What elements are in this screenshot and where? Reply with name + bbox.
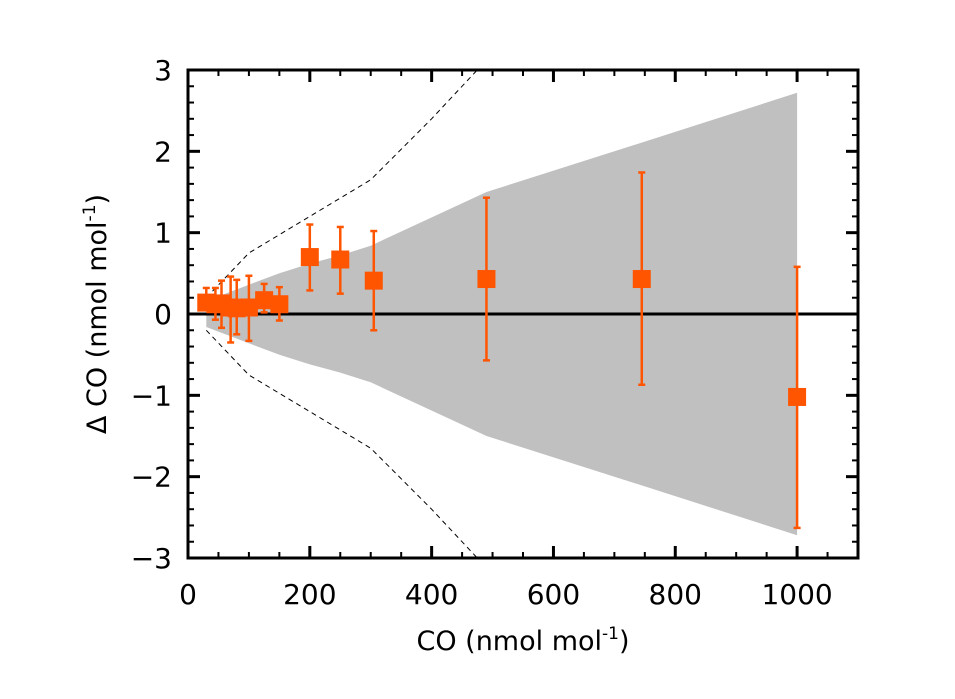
y-tick-label: −3 (131, 542, 172, 575)
y-axis-title: Δ CO (nmol mol-1) (80, 194, 113, 434)
x-tick-label: 800 (649, 578, 702, 611)
x-tick-label: 400 (405, 578, 458, 611)
y-tick-label: −2 (131, 461, 172, 494)
x-tick-label: 600 (527, 578, 580, 611)
x-tick-label: 1000 (761, 578, 832, 611)
data-marker (364, 271, 383, 290)
y-tick-labels: −3 −2 −1 0 1 2 3 (131, 54, 172, 575)
x-tick-labels: 0 200 400 600 800 1000 (179, 578, 833, 611)
y-tick-label: 1 (154, 217, 172, 250)
data-point-2 (212, 279, 231, 330)
data-point-10 (364, 229, 383, 332)
data-point-11 (477, 196, 496, 362)
data-point-5 (239, 274, 258, 343)
data-marker (788, 387, 807, 406)
y-axis-title-superscript: -1 (80, 204, 100, 221)
data-marker (270, 295, 289, 314)
data-marker (239, 298, 258, 317)
data-point-12 (632, 171, 651, 387)
data-point-9 (331, 225, 350, 295)
x-axis-title-superscript: -1 (602, 624, 619, 644)
y-tick-label: 2 (154, 135, 172, 168)
ticks-layer (186, 68, 859, 560)
x-axis-title: CO (nmol mol-1) (416, 624, 629, 657)
data-points-layer (197, 171, 807, 530)
data-marker (632, 270, 651, 289)
y-tick-label: −1 (131, 379, 172, 412)
x-tick-label: 0 (179, 578, 197, 611)
data-point-7 (270, 285, 289, 322)
y-tick-label: 3 (154, 54, 172, 87)
data-point-13 (788, 265, 807, 530)
data-marker (477, 270, 496, 289)
x-tick-label: 200 (283, 578, 336, 611)
data-point-8 (300, 223, 319, 292)
data-marker (331, 250, 350, 269)
data-marker (300, 248, 319, 267)
data-marker (255, 291, 274, 310)
y-tick-label: 0 (154, 298, 172, 331)
data-point-6 (255, 282, 274, 314)
